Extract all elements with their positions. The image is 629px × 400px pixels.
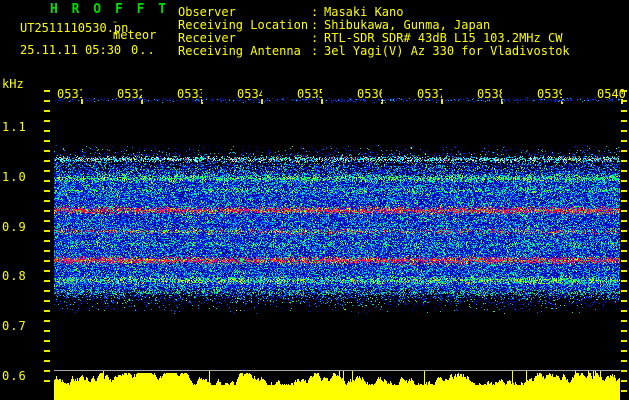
right-freq-tick [621, 230, 627, 232]
left-freq-tick [44, 230, 50, 232]
left-freq-tick [44, 190, 50, 192]
left-freq-tick [44, 240, 50, 242]
right-freq-tick [621, 220, 627, 222]
right-freq-tick [621, 380, 627, 382]
right-freq-tick [621, 280, 627, 282]
right-freq-tick [621, 190, 627, 192]
right-freq-tick [621, 100, 627, 102]
right-freq-tick [621, 180, 627, 182]
right-freq-tick [621, 370, 627, 372]
right-freq-tick [621, 300, 627, 302]
right-freq-tick [621, 330, 627, 332]
left-freq-tick [44, 100, 50, 102]
left-freq-tick [44, 320, 50, 322]
right-freq-tick [621, 120, 627, 122]
right-freq-tick [621, 240, 627, 242]
left-freq-tick [44, 160, 50, 162]
right-freq-tick [621, 350, 627, 352]
left-freq-tick [44, 290, 50, 292]
freq-label: 1.0 [2, 171, 27, 184]
right-freq-tick [621, 340, 627, 342]
left-freq-tick [44, 360, 50, 362]
right-freq-tick [621, 270, 627, 272]
freq-label: 0.6 [2, 370, 27, 383]
right-freq-tick [621, 210, 627, 212]
hrofft-window: H R O F F T UT2511110530.pn ¨ meteor 25.… [0, 0, 629, 400]
left-freq-tick [44, 340, 50, 342]
left-freq-tick [44, 210, 50, 212]
app-title: H R O F F T [50, 3, 169, 16]
right-freq-tick [621, 140, 627, 142]
left-freq-tick [44, 270, 50, 272]
spectrogram-canvas [54, 94, 620, 400]
left-freq-tick [44, 180, 50, 182]
left-freq-tick [44, 120, 50, 122]
field-value: 3el Yagi(V) Az 330 for Vladivostok [324, 45, 570, 58]
right-freq-tick [621, 130, 627, 132]
field-label: Receiving Antenna [178, 45, 301, 58]
right-freq-tick [621, 170, 627, 172]
right-freq-tick [621, 200, 627, 202]
left-freq-tick [44, 380, 50, 382]
left-freq-tick [44, 110, 50, 112]
freq-label: 1.1 [2, 121, 27, 134]
record-indicator: 0.. [131, 44, 156, 57]
left-freq-tick [44, 140, 50, 142]
left-freq-tick [44, 310, 50, 312]
right-freq-tick [621, 250, 627, 252]
left-freq-tick [44, 300, 50, 302]
right-freq-tick [621, 150, 627, 152]
freq-unit-label: kHz [2, 78, 24, 91]
timestamp: 25.11.11 05:30 [20, 44, 121, 57]
left-freq-tick [44, 170, 50, 172]
right-freq-tick [621, 260, 627, 262]
left-freq-tick [44, 330, 50, 332]
station-label: meteor [113, 29, 156, 42]
right-freq-tick [621, 290, 627, 292]
left-freq-tick [44, 130, 50, 132]
left-freq-tick [44, 200, 50, 202]
left-freq-tick [44, 250, 50, 252]
right-freq-tick [621, 110, 627, 112]
left-freq-tick [44, 260, 50, 262]
right-freq-tick [621, 320, 627, 322]
right-freq-tick [621, 310, 627, 312]
freq-label: 0.9 [2, 221, 27, 234]
left-freq-tick [44, 280, 50, 282]
left-freq-tick [44, 150, 50, 152]
right-freq-tick [621, 160, 627, 162]
freq-label: 0.7 [2, 320, 27, 333]
right-freq-tick [621, 360, 627, 362]
right-freq-tick [621, 390, 627, 392]
left-freq-tick [44, 220, 50, 222]
field-separator: : [311, 45, 318, 58]
left-freq-tick [44, 370, 50, 372]
left-freq-tick [44, 90, 50, 92]
left-freq-tick [44, 350, 50, 352]
freq-label: 0.8 [2, 270, 27, 283]
right-freq-tick [621, 90, 627, 92]
